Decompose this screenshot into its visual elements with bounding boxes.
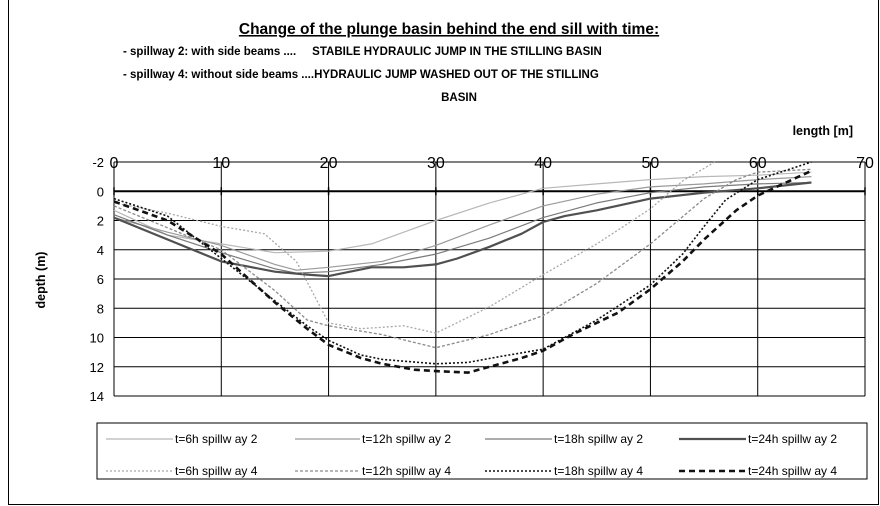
x-axis-title: length [m]	[793, 124, 853, 138]
x-tick-label: 0	[110, 155, 119, 172]
legend-label-8: t=24h spillw ay 4	[748, 464, 837, 478]
y-tick-label: 8	[97, 301, 104, 316]
series-line-5	[113, 161, 716, 334]
x-tick-label: 10	[212, 155, 230, 172]
tick-labels: -2 0 2 4 6 8 10 12 14 0 10 20 30 40 50 60 70	[90, 155, 874, 404]
x-tick-label: 40	[534, 155, 552, 172]
legend-label-5: t=6h spillw ay 4	[175, 464, 258, 478]
y-axis-title: depth (m)	[34, 252, 48, 309]
legend-label-2: t=12h spillw ay 2	[362, 432, 451, 446]
legend: t=6h spillw ay 2 t=12h spillw ay 2 t=18h s…	[106, 432, 837, 478]
chart-frame: Change of the plunge basin behind the en…	[8, 0, 879, 505]
legend-label-3: t=18h spillw ay 2	[554, 432, 643, 446]
axes	[113, 162, 866, 396]
y-tick-label: 6	[97, 272, 104, 287]
y-tick-label: 10	[90, 331, 104, 346]
x-tick-label: 30	[427, 155, 445, 172]
legend-label-4: t=24h spillw ay 2	[748, 432, 837, 446]
x-tick-label: 60	[749, 155, 767, 172]
chart-subtitle-line-2: - spillway 4: without side beams ....HYD…	[123, 69, 599, 81]
y-tick-label: -2	[92, 155, 104, 170]
series-line-3	[113, 181, 812, 274]
series-lines	[113, 161, 812, 374]
x-tick-label: 50	[642, 155, 660, 172]
series-line-8	[113, 169, 812, 374]
chart-svg: Change of the plunge basin behind the en…	[34, 21, 874, 480]
y-tick-label: 2	[97, 214, 104, 229]
y-tick-label: 4	[97, 243, 104, 258]
chart-subtitle-line-3: BASIN	[441, 92, 477, 104]
legend-label-7: t=18h spillw ay 4	[554, 464, 643, 478]
chart-subtitle-line-1: - spillway 2: with side beams .... STABI…	[123, 46, 602, 58]
series-line-6	[113, 168, 812, 349]
gridlines	[113, 161, 866, 397]
legend-label-6: t=12h spillw ay 4	[362, 464, 451, 478]
legend-box	[96, 422, 868, 480]
x-tick-label: 70	[856, 155, 874, 172]
series-line-4	[113, 181, 812, 278]
legend-label-1: t=6h spillw ay 2	[175, 432, 258, 446]
y-tick-label: 12	[90, 360, 104, 375]
series-line-1	[113, 171, 812, 254]
y-tick-label: 0	[97, 184, 104, 199]
chart-title: Change of the plunge basin behind the en…	[239, 21, 659, 38]
y-tick-label: 14	[90, 389, 104, 404]
x-tick-label: 20	[320, 155, 338, 172]
series-line-2	[113, 176, 812, 271]
